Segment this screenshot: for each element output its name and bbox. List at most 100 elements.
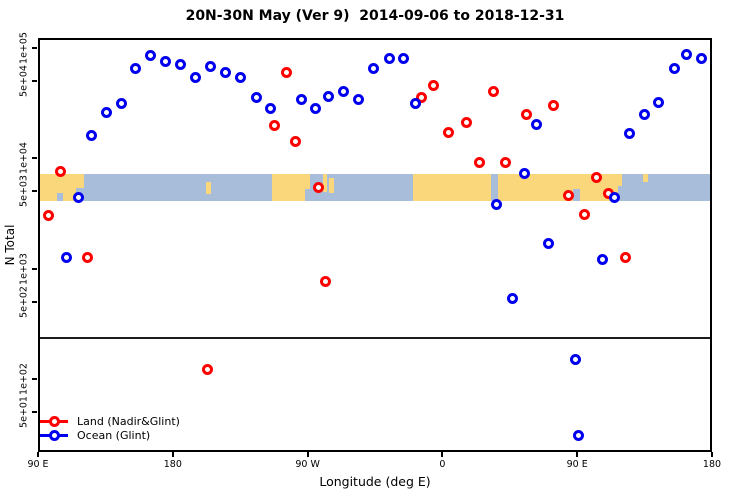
- y-tick-label: 1e+05: [18, 31, 30, 64]
- ocean-series-circle-icon: [49, 429, 60, 441]
- data-point-ocean: [251, 92, 263, 104]
- land-segment: [271, 174, 305, 202]
- ocean-notch: [573, 188, 581, 201]
- x-tick-label: 180: [163, 459, 182, 470]
- x-tick-mark: [441, 452, 444, 457]
- data-point-ocean: [144, 50, 156, 62]
- data-point-ocean: [573, 429, 585, 441]
- y-tick-label: 5e+02: [18, 285, 30, 318]
- data-point-land: [312, 182, 324, 194]
- data-point-ocean: [543, 237, 555, 249]
- data-point-land: [269, 120, 281, 132]
- data-point-ocean: [234, 72, 246, 84]
- data-point-land: [474, 156, 486, 168]
- data-point-ocean: [507, 292, 519, 304]
- plot-area: Land (Nadir&Glint) Ocean (Glint): [38, 38, 712, 452]
- data-point-ocean: [624, 128, 636, 140]
- data-point-ocean: [309, 103, 321, 115]
- y-tick-mark: [32, 411, 37, 414]
- data-point-ocean: [204, 60, 216, 72]
- x-tick-label: 180: [702, 459, 722, 470]
- land-segment: [618, 174, 623, 187]
- data-point-land: [591, 172, 603, 184]
- data-point-land: [290, 136, 302, 148]
- data-point-ocean: [60, 252, 72, 264]
- y-tick-mark: [32, 79, 37, 82]
- data-point-land: [619, 252, 631, 264]
- data-point-ocean: [384, 52, 396, 64]
- land-segment: [304, 174, 310, 189]
- plot-frame: [38, 38, 712, 452]
- y-tick-mark: [32, 190, 37, 193]
- y-tick-mark: [32, 46, 37, 49]
- land-segment: [329, 178, 334, 193]
- data-point-land: [415, 92, 427, 104]
- data-point-land: [427, 80, 439, 92]
- data-point-land: [201, 363, 213, 375]
- data-point-land: [499, 156, 511, 168]
- y-tick-label: 1e+04: [18, 142, 30, 174]
- x-tick-label: 90 E: [27, 459, 49, 470]
- data-point-ocean: [681, 48, 693, 60]
- legend: Land (Nadir&Glint) Ocean (Glint): [40, 414, 180, 442]
- data-point-land: [547, 99, 559, 111]
- data-point-land: [54, 165, 66, 177]
- x-tick-label: 90 E: [566, 459, 588, 470]
- y-tick-mark: [32, 300, 37, 303]
- x-tick-mark: [171, 452, 174, 457]
- data-point-ocean: [696, 53, 707, 65]
- data-point-ocean: [519, 167, 531, 179]
- reference-line: [38, 336, 712, 339]
- legend-label-land: Land (Nadir&Glint): [77, 414, 180, 428]
- data-point-land: [579, 208, 591, 220]
- data-point-ocean: [570, 354, 582, 366]
- x-tick-mark: [711, 452, 713, 457]
- data-point-ocean: [609, 191, 621, 203]
- data-point-land: [42, 210, 54, 222]
- x-tick-label: 90 W: [295, 459, 320, 470]
- data-point-land: [281, 66, 293, 78]
- land-segment: [205, 182, 211, 195]
- data-point-land: [487, 85, 499, 97]
- data-point-ocean: [296, 94, 308, 106]
- y-tick-label: 1e+02: [18, 363, 30, 395]
- y-tick-label: 5e+01: [18, 396, 30, 429]
- data-point-ocean: [639, 108, 651, 120]
- x-tick-mark: [576, 452, 579, 457]
- data-point-land: [520, 109, 532, 121]
- x-axis-title: Longitude (deg E): [319, 474, 431, 489]
- data-point-ocean: [353, 93, 365, 105]
- y-tick-mark: [32, 157, 37, 159]
- land-series-circle-icon: [49, 415, 60, 427]
- y-tick-label: 5e+04: [18, 64, 30, 97]
- data-point-land: [320, 275, 332, 287]
- y-tick-mark: [32, 378, 37, 380]
- legend-item-ocean: Ocean (Glint): [40, 428, 180, 442]
- data-point-ocean: [531, 119, 543, 131]
- land-series-symbol: [40, 415, 68, 427]
- land-segment: [322, 174, 328, 192]
- data-point-ocean: [219, 67, 231, 79]
- ocean-series-symbol: [40, 429, 68, 441]
- legend-item-land: Land (Nadir&Glint): [40, 414, 180, 428]
- y-tick-mark: [32, 267, 37, 270]
- x-tick-mark: [37, 452, 39, 457]
- data-point-ocean: [129, 62, 141, 74]
- data-point-ocean: [409, 98, 421, 110]
- data-point-ocean: [116, 98, 128, 110]
- data-point-ocean: [490, 198, 502, 210]
- data-point-ocean: [397, 52, 409, 64]
- data-point-land: [562, 189, 574, 201]
- y-tick-label: 1e+03: [18, 252, 30, 285]
- legend-label-ocean: Ocean (Glint): [77, 428, 151, 442]
- data-point-ocean: [669, 62, 681, 74]
- chart-title: 20N-30N May (Ver 9) 2014-09-06 to 2018-1…: [185, 8, 565, 24]
- y-axis-title: N Total: [3, 224, 17, 266]
- x-tick-label: 0: [439, 459, 446, 470]
- data-point-land: [460, 116, 472, 128]
- data-point-ocean: [174, 59, 186, 71]
- data-point-ocean: [597, 254, 609, 266]
- land-segment: [643, 174, 648, 183]
- data-point-ocean: [72, 192, 84, 204]
